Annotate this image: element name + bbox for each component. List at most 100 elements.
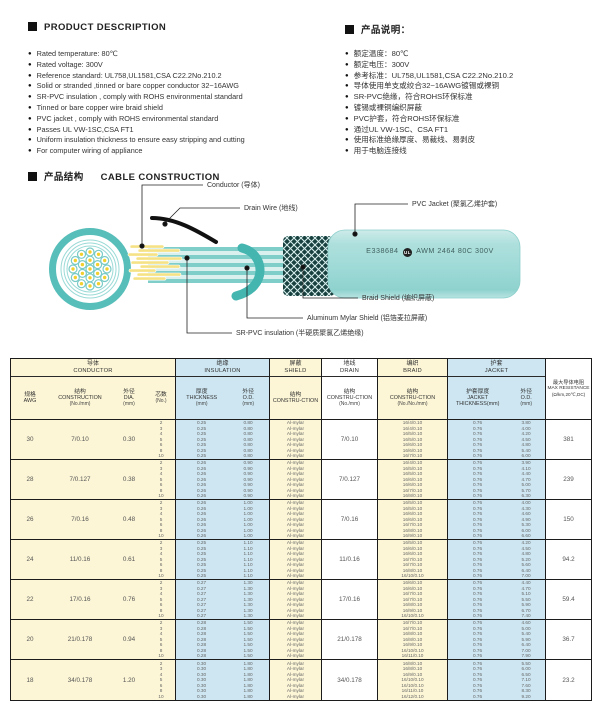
list-item: 镀锡或裸铜编织屏蔽 bbox=[345, 103, 513, 114]
col-ins-thickness: 厚度 THICKNESS (mm) bbox=[176, 377, 228, 419]
group-insulation: 绝缘 INSULATION 厚度 THICKNESS (mm) 外径 O.D. (mm) bbox=[175, 359, 269, 419]
cell-awg: 30 bbox=[11, 420, 49, 459]
cell-drain: 7/0.127 bbox=[321, 460, 377, 499]
cell-jacket-od: 5.50 6.00 6.50 7.10 7.60 8.30 9.20 bbox=[507, 660, 545, 700]
cell-dia: 0.61 bbox=[111, 540, 147, 579]
cell-resistance: 150 bbox=[545, 500, 591, 539]
cell-jacket-thickness: 0.76 0.76 0.76 0.76 0.76 0.76 0.76 bbox=[447, 500, 507, 539]
product-description-cn-title: 产品说明： bbox=[361, 25, 411, 36]
cell-shield: Al-mylar Al-mylar Al-mylar Al-mylar Al-mylar… bbox=[269, 420, 321, 459]
list-item: Uniform insulation thickness to ensure e… bbox=[28, 135, 245, 146]
group-label-cn: 屏蔽 bbox=[289, 361, 302, 368]
cell-dia: 0.38 bbox=[111, 460, 147, 499]
table-row: 30 7/0.10 0.30 2 3 4 5 6 8 10 0.25 0.25 0.25 0.25 0.25… bbox=[11, 420, 591, 460]
black-square-bullet-icon bbox=[28, 172, 37, 181]
cell-resistance: 381 bbox=[545, 420, 591, 459]
list-item: 参考标准：UL758,UL1581,CSA C22.2No.210.2 bbox=[345, 71, 514, 82]
drain-wire-art bbox=[150, 216, 218, 244]
cell-shield: Al-mylar Al-mylar Al-mylar Al-mylar Al-mylar… bbox=[269, 500, 321, 539]
cell-ins-od: 1.50 1.50 1.50 1.50 1.50 1.50 1.50 bbox=[227, 620, 269, 659]
cell-awg: 18 bbox=[11, 660, 49, 700]
cell-construction: 21/0.178 bbox=[49, 620, 111, 659]
col-cores: 芯数 (No.) bbox=[147, 377, 175, 419]
col-resistance: 最大导体电阻 MAX RESISTANCE (Ω/km,20℃,DC) bbox=[547, 380, 590, 397]
list-item: Rated temperature: 80℃ bbox=[28, 49, 245, 60]
jacket-spec-text: AWM 2464 80C 300V bbox=[416, 246, 494, 255]
black-square-bullet-icon bbox=[345, 25, 354, 34]
spec-table: 导体 CONDUCTOR 规格 AWG 结构 CONSTRUCTION (No./mm)… bbox=[10, 358, 592, 701]
cell-drain: 17/0.16 bbox=[321, 580, 377, 619]
ul-file-number: E338684 bbox=[366, 246, 399, 255]
cell-braid: 16/7/0.10 16/7/0.10 16/8/0.10 16/8/0.10 16/9… bbox=[377, 620, 447, 659]
list-item: 导体使用单支或绞合32~16AWG镀锡或裸铜 bbox=[345, 81, 513, 92]
group-label-cn: 编织 bbox=[406, 361, 419, 368]
table-body: 30 7/0.10 0.30 2 3 4 5 6 8 10 0.25 0.25 0.25 0.25 0.25… bbox=[11, 420, 591, 700]
product-description-list: Rated temperature: 80℃ Rated voltage: 30… bbox=[28, 49, 245, 157]
col-jacket-od: 外径 O.D. (mm) bbox=[507, 377, 545, 419]
group-label-en: INSULATION bbox=[204, 367, 241, 374]
group-jacket: 护套 JACKET 护套厚度 JACKET THICKNESS(mm) 外径 O.D.… bbox=[447, 359, 545, 419]
col-shield-construction: 结构 CONSTRU-CTION bbox=[270, 377, 321, 419]
table-header: 导体 CONDUCTOR 规格 AWG 结构 CONSTRUCTION (No./mm)… bbox=[11, 359, 591, 420]
col-awg: 规格 AWG bbox=[11, 377, 49, 419]
cell-construction: 7/0.127 bbox=[49, 460, 111, 499]
cell-jacket-thickness: 0.76 0.76 0.76 0.76 0.76 0.76 0.76 bbox=[447, 660, 507, 700]
cell-shield: Al-mylar Al-mylar Al-mylar Al-mylar Al-mylar… bbox=[269, 660, 321, 700]
cell-ins-od: 1.30 1.30 1.30 1.30 1.30 1.30 1.30 bbox=[227, 580, 269, 619]
cell-ins-thickness: 0.26 0.26 0.26 0.26 0.26 0.26 0.26 bbox=[175, 500, 227, 539]
table-row: 20 21/0.178 0.94 2 3 4 5 6 8 10 0.28 0.28 0.28 0.28 0.… bbox=[11, 620, 591, 660]
list-item: SR-PVC insulation , comply with ROHS env… bbox=[28, 92, 245, 103]
group-label-en: CONDUCTOR bbox=[73, 367, 113, 374]
ul-mark-icon: UL bbox=[402, 248, 412, 257]
table-row: 24 11/0.16 0.61 2 3 4 5 6 8 10 0.25 0.25 0.25 0.25 0.2… bbox=[11, 540, 591, 580]
cell-cores: 2 3 4 5 6 8 10 bbox=[147, 500, 175, 539]
col-ins-od: 外径 O.D. (mm) bbox=[227, 377, 269, 419]
cell-ins-od: 1.80 1.80 1.80 1.80 1.80 1.80 1.80 bbox=[227, 660, 269, 700]
table-row: 26 7/0.16 0.48 2 3 4 5 6 8 10 0.26 0.26 0.26 0.26 0.26… bbox=[11, 500, 591, 540]
cell-cores: 2 3 4 5 6 8 10 bbox=[147, 660, 175, 700]
cell-drain: 34/0.178 bbox=[321, 660, 377, 700]
product-description-cn-list: 额定温度：80℃ 额定电压：300V 参考标准：UL758,UL1581,CSA… bbox=[345, 49, 514, 157]
mylar-wrap-art bbox=[231, 243, 265, 301]
cell-jacket-thickness: 0.76 0.76 0.76 0.76 0.76 0.76 0.76 bbox=[447, 620, 507, 659]
cell-cores: 2 3 4 5 6 8 10 bbox=[147, 540, 175, 579]
cell-shield: Al-mylar Al-mylar Al-mylar Al-mylar Al-mylar… bbox=[269, 540, 321, 579]
col-braid-construction: 结构 CONSTRU-CTION (No./No./mm) bbox=[378, 377, 447, 419]
cell-shield: Al-mylar Al-mylar Al-mylar Al-mylar Al-mylar… bbox=[269, 580, 321, 619]
cell-jacket-od: 3.80 4.00 4.20 4.50 4.80 5.40 6.00 bbox=[507, 420, 545, 459]
drain-wire-label: Drain Wire (地线) bbox=[244, 205, 298, 212]
sr-pvc-label: SR-PVC insulation (半硬质聚氯乙烯绝缘) bbox=[236, 330, 364, 337]
col-dia: 外径 DIA. (mm) bbox=[111, 377, 147, 419]
list-item: Rated voltage: 300V bbox=[28, 60, 245, 71]
conductor-strands bbox=[127, 244, 183, 281]
product-description-title: PRODUCT DESCRIPTION bbox=[44, 22, 167, 33]
group-resistance: 最大导体电阻 MAX RESISTANCE (Ω/km,20℃,DC) bbox=[545, 359, 591, 419]
product-description-cn-heading: 产品说明： bbox=[345, 22, 411, 36]
cell-cores: 2 3 4 5 6 8 10 bbox=[147, 620, 175, 659]
table-row: 18 34/0.178 1.20 2 3 4 5 6 8 10 0.30 0.30 0.30 0.30 0.… bbox=[11, 660, 591, 700]
group-label-cn: 导体 bbox=[86, 361, 99, 368]
construction-title-en: CABLE CONSTRUCTION bbox=[100, 172, 220, 183]
cell-jacket-thickness: 0.76 0.76 0.76 0.76 0.76 0.76 0.76 bbox=[447, 540, 507, 579]
group-braid: 编织 BRAID 结构 CONSTRU-CTION (No./No./mm) bbox=[377, 359, 447, 419]
cable-diagram-art bbox=[49, 184, 521, 334]
cell-ins-od: 0.90 0.90 0.90 0.90 0.90 0.90 0.90 bbox=[227, 460, 269, 499]
list-item: Tinned or bare copper wire braid shield bbox=[28, 103, 245, 114]
cell-cores: 2 3 4 5 6 8 10 bbox=[147, 460, 175, 499]
cell-drain: 21/0.178 bbox=[321, 620, 377, 659]
group-drain: 地线 DRAIN 结构 CONSTRU-CTION (No./mm) bbox=[321, 359, 377, 419]
cell-resistance: 59.4 bbox=[545, 580, 591, 619]
cell-construction: 7/0.10 bbox=[49, 420, 111, 459]
cell-resistance: 239 bbox=[545, 460, 591, 499]
cell-dia: 0.94 bbox=[111, 620, 147, 659]
cell-resistance: 36.7 bbox=[545, 620, 591, 659]
cell-shield: Al-mylar Al-mylar Al-mylar Al-mylar Al-mylar… bbox=[269, 620, 321, 659]
cell-resistance: 94.2 bbox=[545, 540, 591, 579]
cell-ins-thickness: 0.25 0.25 0.25 0.25 0.25 0.25 0.25 bbox=[175, 420, 227, 459]
cell-cores: 2 3 4 5 6 8 10 bbox=[147, 580, 175, 619]
cross-section-icon bbox=[49, 228, 131, 310]
cell-construction: 17/0.16 bbox=[49, 580, 111, 619]
cell-ins-thickness: 0.28 0.28 0.28 0.28 0.28 0.28 0.28 bbox=[175, 620, 227, 659]
braid-art bbox=[283, 236, 335, 296]
cell-braid: 16/4/0.10 16/4/0.10 16/5/0.10 16/5/0.10 16/6… bbox=[377, 420, 447, 459]
